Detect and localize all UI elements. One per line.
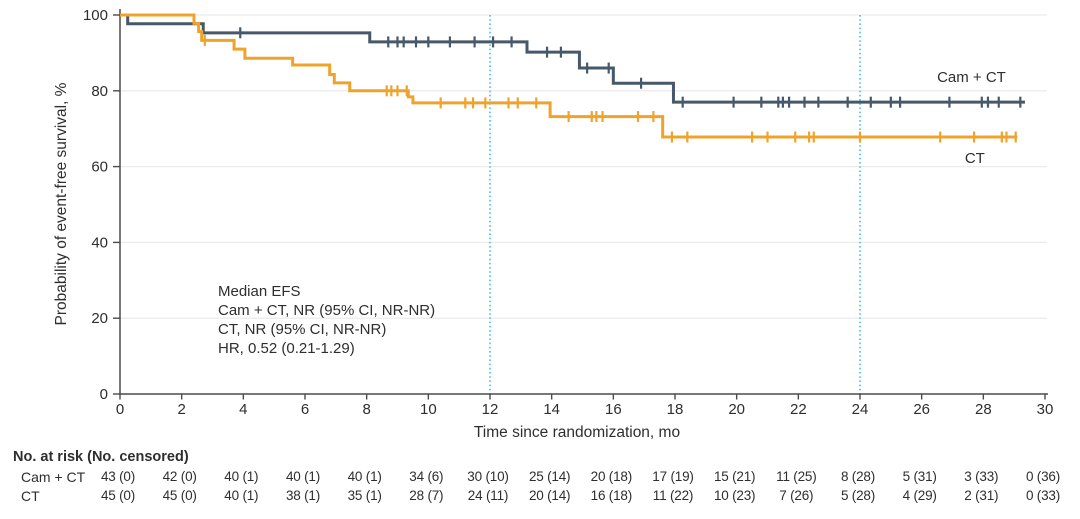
risk-cell: 34 (6): [409, 469, 444, 484]
risk-cell: 2 (31): [964, 488, 999, 503]
y-tick-label: 80: [91, 83, 108, 100]
risk-cell: 25 (14): [528, 469, 571, 484]
risk-cell: 20 (18): [590, 469, 633, 484]
risk-cell: 5 (31): [902, 469, 937, 484]
x-tick-label: 26: [913, 401, 930, 418]
axis-ticks: [113, 14, 1046, 400]
risk-cell: 24 (11): [467, 488, 509, 503]
y-tick-label: 100: [83, 7, 108, 24]
x-tick-label: 14: [543, 401, 560, 418]
risk-cell: 35 (1): [347, 488, 382, 503]
x-tick-label: 12: [482, 401, 499, 418]
gridlines: [120, 14, 1047, 319]
y-tick-label: 20: [91, 310, 108, 327]
x-tick-label: 4: [239, 401, 247, 418]
x-tick-label: 8: [362, 401, 370, 418]
risk-cell: 40 (1): [224, 488, 259, 503]
x-tick-label: 0: [116, 401, 124, 418]
x-tick-label: 20: [728, 401, 745, 418]
x-tick-label: 28: [975, 401, 992, 418]
risk-cell: 40 (1): [347, 469, 382, 484]
risk-cell: 17 (19): [652, 469, 694, 484]
risk-cell: 3 (33): [964, 469, 999, 484]
x-tick-label: 24: [852, 401, 869, 418]
risk-cell: 5 (28): [840, 488, 876, 503]
risk-cell: 28 (7): [409, 488, 444, 503]
curve-label-cam-ct: Cam + CT: [937, 69, 1006, 86]
censor-marks: [203, 27, 1022, 143]
risk-cell: 8 (28): [840, 469, 876, 484]
x-tick-label: 18: [667, 401, 684, 418]
annotation-line: Median EFS: [218, 283, 301, 300]
risk-cell: 10 (23): [713, 488, 756, 503]
x-tick-label: 22: [790, 401, 807, 418]
y-tick-label: 40: [91, 234, 108, 251]
risk-table-header: No. at risk (No. censored): [13, 449, 189, 465]
risk-cell: 45 (0): [162, 488, 197, 503]
x-tick-label: 10: [420, 401, 437, 418]
risk-cell: 0 (36): [1025, 469, 1061, 484]
y-tick-label: 60: [91, 159, 108, 176]
risk-cell: 40 (1): [285, 469, 321, 484]
x-tick-label: 2: [177, 401, 185, 418]
reference-lines: [489, 15, 861, 394]
risk-cell: 38 (1): [285, 488, 321, 503]
risk-cell: 16 (18): [590, 488, 633, 503]
x-tick-label: 16: [605, 401, 622, 418]
annotation-line: HR, 0.52 (0.21-1.29): [218, 340, 355, 357]
risk-cell: 7 (26): [779, 488, 814, 503]
risk-row-label-ct: CT: [21, 488, 40, 504]
km-curve-ct: [120, 13, 1018, 139]
median-efs-annotation: Median EFS Cam + CT, NR (95% CI, NR-NR) CT…: [218, 283, 435, 357]
curve-label-ct: CT: [965, 150, 985, 167]
risk-cell: 11 (25): [776, 469, 817, 484]
risk-cell: 11 (22): [652, 488, 694, 503]
y-axis-title: Probability of event-free survival, %: [53, 82, 70, 325]
x-axis-title: Time since randomization, mo: [474, 424, 680, 441]
km-curves: [120, 13, 1025, 139]
risk-cell: 45 (0): [100, 488, 136, 503]
y-tick-label: 0: [100, 386, 108, 403]
risk-cell: 30 (10): [467, 469, 509, 484]
risk-cell: 4 (29): [902, 488, 937, 503]
risk-cell: 20 (14): [528, 488, 571, 503]
risk-cell: 42 (0): [162, 469, 197, 484]
x-tick-label: 30: [1037, 401, 1054, 418]
risk-cell: 0 (33): [1025, 488, 1061, 503]
km-curve-cam-ct: [120, 13, 1025, 104]
risk-cell: 43 (0): [100, 469, 136, 484]
risk-cell: 15 (21): [713, 469, 756, 484]
annotation-line: CT, NR (95% CI, NR-NR): [218, 321, 386, 338]
axes: [119, 9, 1048, 395]
x-tick-label: 6: [301, 401, 309, 418]
risk-cell: 40 (1): [224, 469, 259, 484]
annotation-line: Cam + CT, NR (95% CI, NR-NR): [218, 302, 435, 319]
risk-row-label-cam-ct: Cam + CT: [21, 469, 86, 485]
